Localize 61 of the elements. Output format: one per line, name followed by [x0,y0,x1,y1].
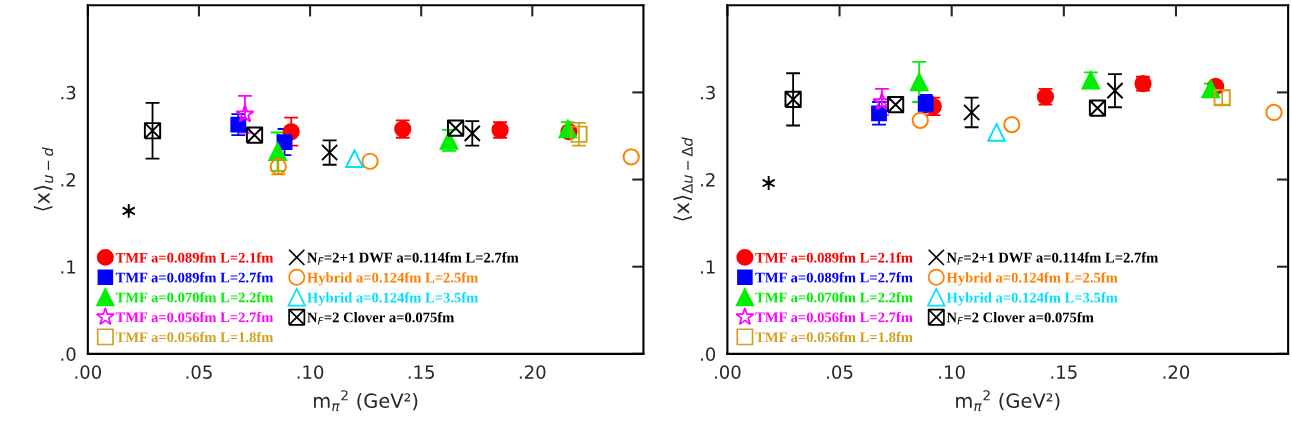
x-tick-label: .00 [75,365,102,379]
x-tick-label: .00 [714,365,741,379]
legend-label: TMF a=0.056fm L=2.7fm [755,311,913,323]
x-axis-title: m$_{π}$$^{2}$ (GeV²) [314,390,418,412]
point [570,125,588,143]
legend-label: TMF a=0.056fm L=1.8fm [755,331,913,343]
x-tick-label: .15 [1051,365,1077,379]
legend-label: Hybrid a=0.124fm L=3.5fm [307,292,479,306]
point [235,104,255,123]
legend-label: Hybrid a=0.124fm L=3.5fm [946,292,1118,306]
legend-label: Hybrid a=0.124fm L=2.5fm [946,272,1118,286]
point [245,126,264,144]
point [872,92,892,111]
point [345,149,364,168]
point [911,111,929,129]
point [1265,103,1283,122]
x-tick-label: .10 [939,365,965,379]
legend-label: N$_{F}$=2 Clover a=0.075fm [307,311,455,325]
y-tick-label: .3 [700,85,715,100]
point [784,90,802,108]
point [887,96,905,114]
y-tick-label: .3 [61,85,76,100]
legend-label: TMF a=0.056fm L=1.8fm [115,331,274,343]
legend-label: TMF a=0.089fm L=2.7fm [115,272,274,283]
point [121,203,136,219]
x-tick-label: .05 [186,365,212,379]
legend-label: TMF a=0.070fm L=2.2fm [755,291,913,303]
legend-label: TMF a=0.089fm L=2.1fm [115,252,274,263]
y-tick-label: .0 [700,347,716,361]
y-tick-label: .2 [61,173,75,187]
point [987,123,1006,142]
legend-label: TMF a=0.089fm L=2.1fm [755,252,913,263]
legend-label: TMF a=0.070fm L=2.2fm [115,291,274,303]
legend-label: TMF a=0.089fm L=2.7fm [755,272,913,283]
y-axis-title: ⟨x⟩$_{Δu−Δd}$ [673,137,693,221]
point [761,175,776,191]
y-tick-label: .0 [61,347,76,361]
legend-label: TMF a=0.056fm L=2.7fm [115,311,274,323]
point [447,119,465,137]
x-tick-label: .15 [408,365,434,379]
legend-label: Hybrid a=0.124fm L=2.5fm [307,272,479,286]
legend-label: N$_{F}$=2+1 DWF a=0.114fm L=2.7fm [946,252,1159,265]
point [361,152,379,170]
point [622,148,640,166]
x-tick-label: .05 [827,365,853,379]
y-axis-title: ⟨x⟩$_{u−d}$ [33,147,54,211]
point [143,122,162,140]
y-tick-label: .1 [61,260,76,274]
legend-label: N$_{F}$=2+1 DWF a=0.114fm L=2.7fm [307,252,519,265]
legend-label: N$_{F}$=2 Clover a=0.075fm [946,311,1094,325]
y-tick-label: .2 [700,173,715,187]
point [230,116,247,133]
x-tick-label: .10 [297,365,324,379]
point [1003,116,1021,134]
point [909,72,929,92]
x-tick-label: .20 [519,365,546,379]
x-tick-label: .20 [1163,365,1190,379]
y-tick-label: .1 [700,260,715,274]
point [1088,99,1107,117]
x-axis-title: m$_{π}$$^{2}$ (GeV²) [956,390,1060,412]
point [1081,70,1101,90]
